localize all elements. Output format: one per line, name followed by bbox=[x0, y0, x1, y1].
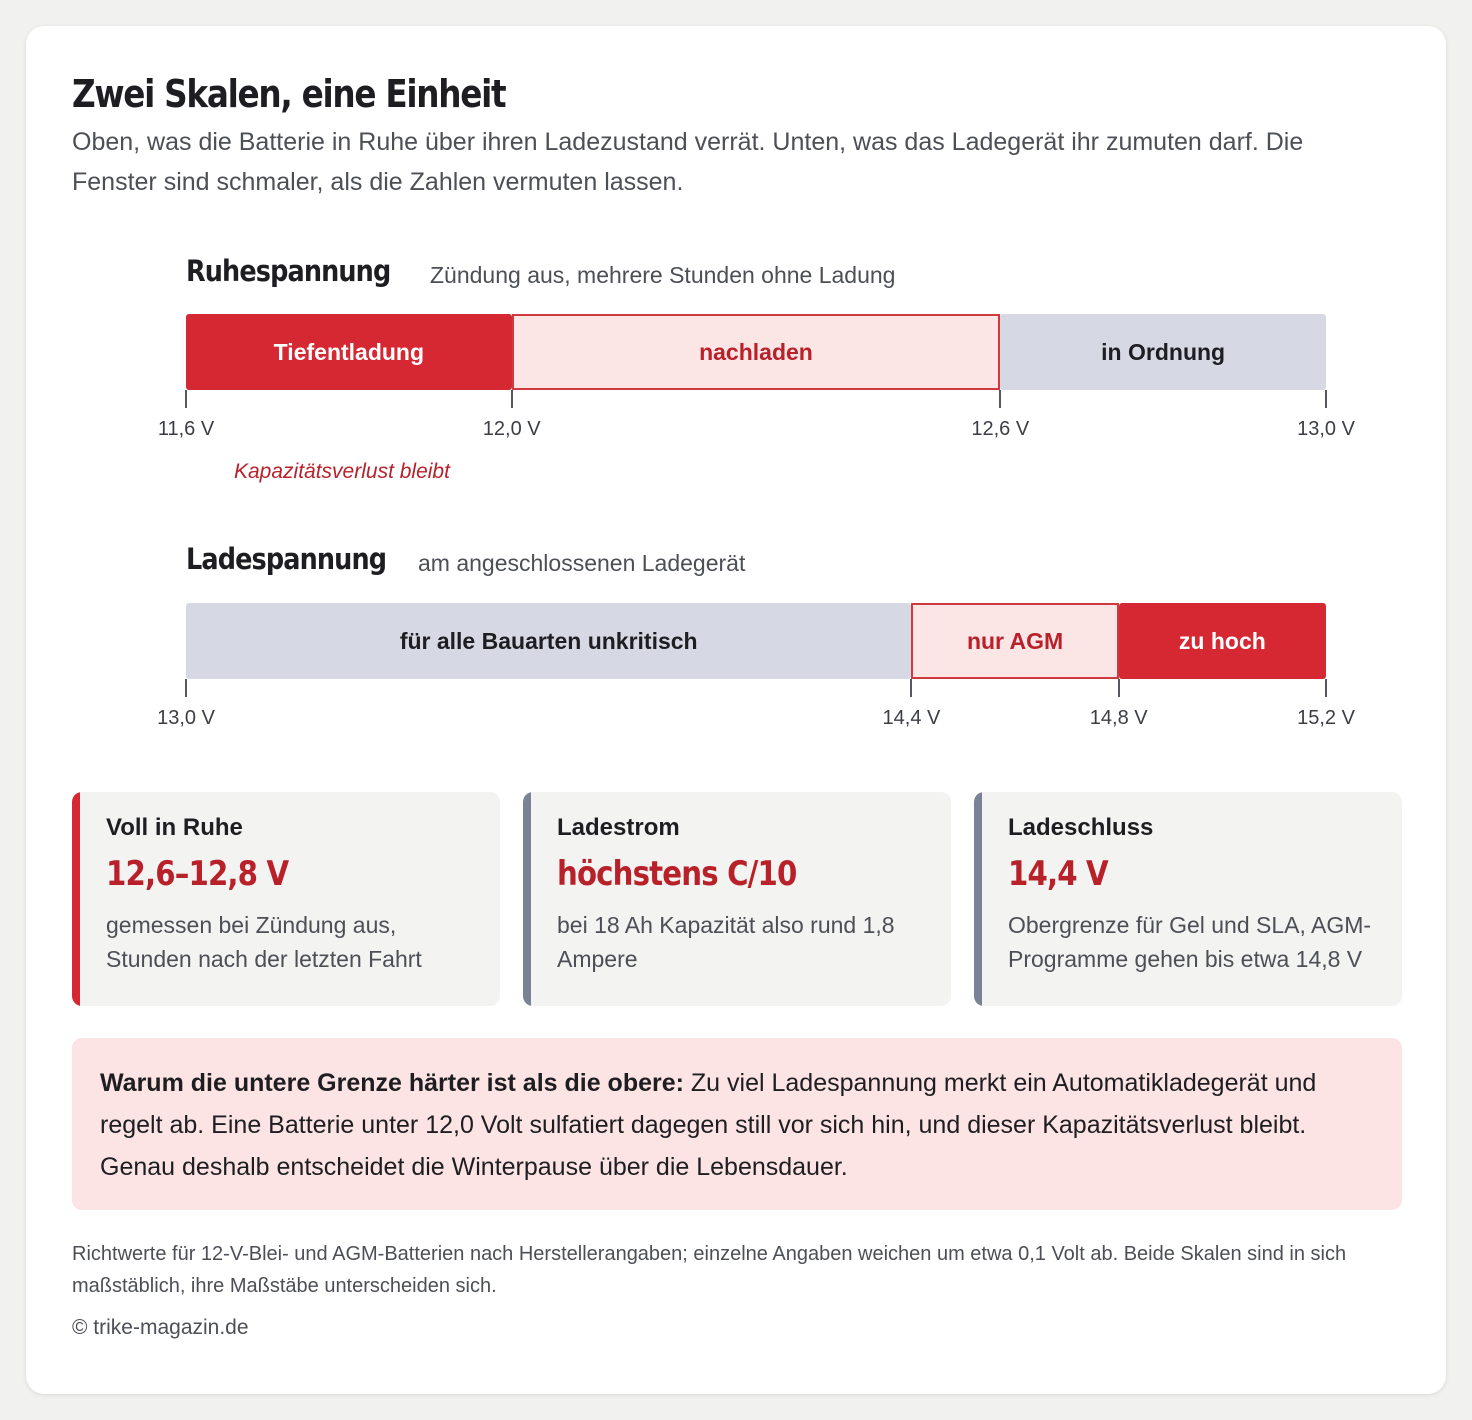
rest-scale-tick bbox=[510, 390, 513, 408]
charge-scale-subtitle: am angeschlossenen Ladegerät bbox=[418, 550, 746, 576]
charge-scale-tick-label: 14,8 V bbox=[1089, 707, 1148, 729]
rest-scale-tick bbox=[185, 390, 187, 408]
fact-text: Obergrenze für Gel und SLA, AGM-Programm… bbox=[1008, 912, 1372, 972]
rest-scale-tick-label: 12,0 V bbox=[482, 418, 541, 440]
charge-voltage-bar: für alle Bauarten unkritisch nur AGM zu ho… bbox=[186, 603, 1326, 679]
charge-scale-tick bbox=[910, 679, 913, 697]
charge-scale-segment: zu hoch bbox=[1118, 603, 1326, 679]
rest-scale-segment: in Ordnung bbox=[1000, 314, 1326, 390]
charge-scale-title: Ladespannung bbox=[186, 542, 387, 576]
fact-text: gemessen bei Zündung aus, Stunden nach d… bbox=[106, 912, 422, 972]
rest-scale-tick bbox=[1325, 390, 1327, 408]
rest-scale-note: Kapazitätsverlust bleibt bbox=[234, 460, 450, 483]
charge-scale-tick bbox=[1117, 679, 1120, 697]
page-title: Zwei Skalen, eine Einheit bbox=[72, 72, 507, 116]
fact-card-charge-current: Ladestrom höchstens C/10 bei 18 Ah Kapaz… bbox=[523, 792, 951, 1006]
fact-label: Ladestrom bbox=[557, 814, 680, 841]
charge-scale-tick-label: 13,0 V bbox=[157, 707, 215, 729]
fact-text: bei 18 Ah Kapazität also rund 1,8 Ampere bbox=[557, 912, 895, 972]
charge-scale-tick bbox=[1325, 679, 1327, 697]
rest-scale-tick bbox=[999, 390, 1002, 408]
rest-scale-segment: nachladen bbox=[511, 314, 1001, 390]
rest-scale-tick-label: 13,0 V bbox=[1297, 418, 1355, 440]
fact-value: höchstens C/10 bbox=[557, 854, 797, 894]
explanation-callout: Warum die untere Grenze härter ist als d… bbox=[72, 1038, 1402, 1210]
rest-scale-title: Ruhespannung bbox=[186, 254, 391, 288]
callout-text: Zu viel Ladespannung merkt ein Automatik… bbox=[100, 1069, 1317, 1181]
charge-scale-segment: nur AGM bbox=[911, 603, 1119, 679]
infographic-card: Zwei Skalen, eine Einheit Oben, was die … bbox=[26, 26, 1446, 1394]
rest-scale-tick-label: 11,6 V bbox=[157, 418, 215, 440]
rest-scale-subtitle: Zündung aus, mehrere Stunden ohne Ladung bbox=[430, 262, 896, 288]
rest-scale-segment: Tiefentladung bbox=[186, 314, 512, 390]
fact-value: 14,4 V bbox=[1008, 854, 1109, 894]
rest-voltage-bar: Tiefentladung nachladen in Ordnung bbox=[186, 314, 1326, 390]
callout-lead: Warum die untere Grenze härter ist als d… bbox=[100, 1069, 684, 1097]
charge-scale-tick-label: 15,2 V bbox=[1297, 707, 1355, 729]
footnote: Richtwerte für 12-V-Blei- und AGM-Batter… bbox=[72, 1243, 1347, 1297]
fact-label: Voll in Ruhe bbox=[106, 814, 243, 841]
fact-cards: Voll in Ruhe 12,6–12,8 V gemessen bei Zü… bbox=[72, 792, 1402, 1006]
rest-scale-tick-label: 12,6 V bbox=[971, 418, 1030, 440]
charge-scale-segment: für alle Bauarten unkritisch bbox=[186, 603, 912, 679]
charge-scale-tick-label: 14,4 V bbox=[882, 707, 941, 729]
charge-scale-tick bbox=[185, 679, 187, 697]
copyright: © trike-magazin.de bbox=[72, 1316, 249, 1339]
fact-card-full-rest: Voll in Ruhe 12,6–12,8 V gemessen bei Zü… bbox=[72, 792, 500, 1006]
page-subtitle: Oben, was die Batterie in Ruhe über ihre… bbox=[72, 128, 1304, 196]
fact-value: 12,6–12,8 V bbox=[106, 854, 289, 894]
fact-card-charge-end: Ladeschluss 14,4 V Obergrenze für Gel un… bbox=[974, 792, 1402, 1006]
fact-label: Ladeschluss bbox=[1008, 814, 1154, 841]
